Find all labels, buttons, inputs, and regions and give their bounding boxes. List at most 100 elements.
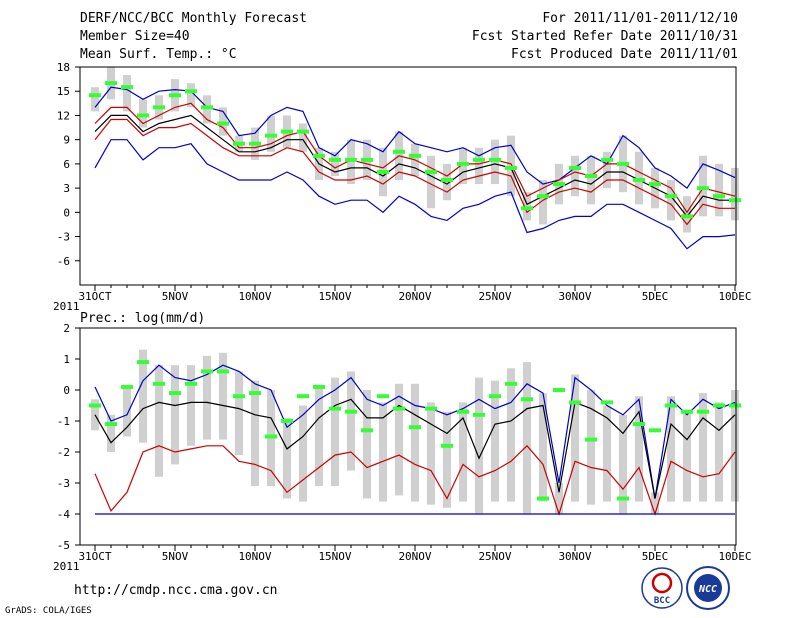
median-mark	[393, 149, 405, 154]
spread-box	[123, 386, 131, 437]
median-mark	[361, 428, 373, 433]
median-mark	[457, 161, 469, 166]
spread-box	[171, 365, 179, 465]
spread-box	[491, 139, 499, 185]
spread-box	[331, 151, 339, 176]
x-tick-label: 30NOV	[558, 550, 591, 563]
spread-box	[555, 483, 563, 514]
spread-box	[379, 402, 387, 502]
x-tick-label: 10NOV	[238, 550, 271, 563]
median-mark	[713, 194, 725, 199]
median-mark	[681, 409, 693, 414]
median-mark	[345, 409, 357, 414]
median-mark	[665, 194, 677, 199]
spread-box	[459, 147, 467, 185]
median-mark	[393, 406, 405, 411]
median-mark	[217, 369, 229, 374]
y-tick-label: -2	[57, 446, 70, 459]
max-line	[94, 86, 736, 189]
spread-box	[587, 155, 595, 205]
median-mark	[265, 434, 277, 439]
median-mark	[633, 178, 645, 183]
median-mark	[425, 406, 437, 411]
spread-box	[315, 386, 323, 487]
spread-box	[139, 349, 147, 443]
y-tick-label: -4	[57, 508, 71, 521]
spread-box	[443, 163, 451, 201]
median-mark	[169, 93, 181, 98]
median-mark	[105, 81, 117, 86]
median-mark	[585, 437, 597, 442]
x-tick-label: 5NOV	[162, 550, 189, 563]
median-mark	[249, 391, 261, 396]
median-mark	[169, 391, 181, 396]
median-mark	[441, 443, 453, 448]
spread-box	[571, 155, 579, 197]
x-tick-label: 10DEC	[718, 290, 751, 303]
spread-box	[667, 396, 675, 502]
spread-box	[427, 155, 435, 209]
median-mark	[617, 496, 629, 501]
spread-box	[635, 151, 643, 205]
median-mark	[441, 178, 453, 183]
panel-1	[75, 66, 741, 291]
spread-box	[539, 393, 547, 502]
median-mark	[233, 394, 245, 399]
spread-box	[459, 402, 467, 502]
x-tick-label: 15NOV	[318, 290, 351, 303]
spread-box	[427, 402, 435, 505]
mean-line	[94, 398, 736, 499]
median-mark	[249, 141, 261, 146]
max-line	[94, 364, 736, 499]
spread-box	[507, 135, 515, 197]
spread-box	[187, 83, 195, 108]
median-mark	[377, 394, 389, 399]
median-mark	[153, 381, 165, 386]
median-mark	[121, 384, 133, 389]
ncc-logo	[686, 566, 730, 610]
lower-line	[94, 118, 735, 226]
median-mark	[265, 133, 277, 138]
median-mark	[697, 186, 709, 191]
ncc-logo-globe	[694, 574, 722, 602]
spread-box	[603, 151, 611, 189]
spread-box	[219, 107, 227, 136]
y-tick-label: -6	[57, 255, 70, 268]
spread-box	[475, 147, 483, 185]
spread-box	[219, 352, 227, 440]
source-url[interactable]: http://cmdp.ncc.cma.gov.cn	[74, 583, 278, 598]
forecast-started: Fcst Started Refer Date 2011/10/31	[471, 29, 738, 44]
spread-box	[667, 180, 675, 221]
median-mark	[281, 419, 293, 423]
median-mark	[457, 409, 469, 414]
median-mark	[409, 425, 421, 430]
x-tick-label: 30NOV	[558, 290, 591, 303]
median-mark	[137, 113, 149, 118]
median-mark	[201, 105, 213, 110]
upper-line	[94, 102, 736, 214]
forecast-period: For 2011/11/01-2011/12/10	[542, 11, 738, 26]
panel-title: Prec.: log(mm/d)	[80, 311, 205, 326]
median-mark	[633, 422, 645, 427]
spread-box	[267, 115, 275, 152]
spread-box	[123, 75, 131, 112]
spread-box	[699, 393, 707, 502]
plot-frame	[79, 327, 737, 546]
spread-box	[363, 390, 371, 499]
median-mark	[201, 369, 213, 374]
spread-box	[507, 368, 515, 502]
x-tick-label: 10NOV	[238, 290, 271, 303]
spread-box	[299, 405, 307, 502]
spread-box	[699, 155, 707, 217]
spread-box	[155, 365, 163, 477]
mean-line	[94, 114, 735, 218]
spread-box	[235, 371, 243, 456]
median-mark	[649, 182, 661, 187]
spread-box	[107, 414, 115, 452]
median-mark	[409, 153, 421, 158]
lower-line	[94, 444, 736, 517]
spread-box	[683, 196, 691, 233]
median-mark	[601, 157, 613, 162]
y-tick-label: -3	[57, 231, 70, 244]
